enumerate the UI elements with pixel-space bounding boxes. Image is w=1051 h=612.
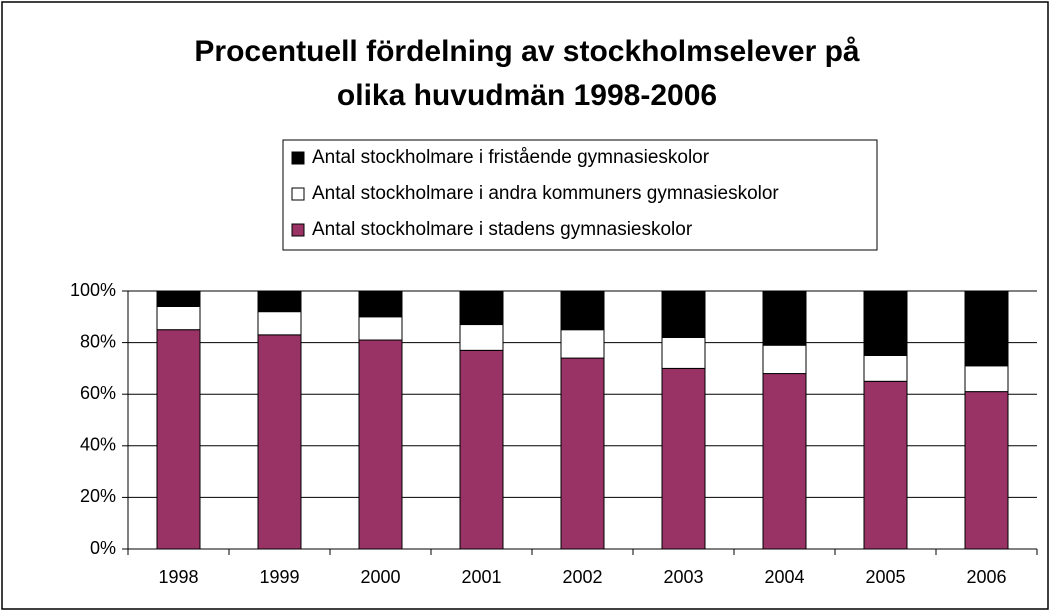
bar-segment [863, 355, 908, 382]
y-tick-label: 20% [80, 486, 116, 506]
bar-segment [661, 367, 706, 550]
bar-segment [964, 391, 1009, 550]
legend-swatch [291, 187, 305, 201]
x-tick-label: 2001 [461, 567, 501, 587]
legend-swatch [291, 223, 305, 237]
x-tick-label: 2004 [764, 567, 804, 587]
x-tick-label: 2006 [966, 567, 1006, 587]
bar-segment [459, 324, 504, 351]
y-tick-label: 60% [80, 383, 116, 403]
bar-segment [257, 311, 302, 336]
bar-segment [459, 349, 504, 550]
bar-segment [358, 290, 403, 318]
legend-swatch [291, 151, 305, 165]
y-tick-label: 80% [80, 331, 116, 351]
chart-title: Procentuell fördelning av stockholmselev… [194, 35, 860, 68]
y-tick-label: 40% [80, 435, 116, 455]
bar-segment [863, 290, 908, 356]
bar-segment [459, 290, 504, 326]
bar-segment [661, 336, 706, 369]
bar-segment [257, 334, 302, 550]
bar-segment [762, 290, 807, 346]
y-tick-label: 0% [90, 538, 116, 558]
y-tick-label: 100% [70, 280, 116, 300]
bar-segment [358, 339, 403, 550]
bar-segment [661, 290, 706, 338]
bar-segment [560, 290, 605, 331]
legend-label: Antal stockholmare i fristående gymnasie… [312, 147, 710, 168]
legend-label: Antal stockholmare i stadens gymnasiesko… [312, 219, 693, 240]
bar-segment [964, 290, 1009, 367]
legend-box [282, 139, 878, 251]
bar-segment [560, 357, 605, 550]
bar-segment [156, 329, 201, 550]
x-tick-label: 2002 [562, 567, 602, 587]
bar-segment [560, 329, 605, 359]
x-tick-label: 2003 [663, 567, 703, 587]
bar-segment [762, 344, 807, 375]
bar-segment [863, 380, 908, 550]
bar-segment [358, 316, 403, 341]
x-tick-label: 2005 [865, 567, 905, 587]
x-tick-label: 2000 [360, 567, 400, 587]
bar-segment [257, 290, 302, 313]
x-tick-label: 1999 [259, 567, 299, 587]
chart-title: olika huvudmän 1998-2006 [337, 79, 717, 112]
bar-segment [964, 365, 1009, 393]
bar-segment [156, 290, 201, 307]
x-tick-label: 1998 [158, 567, 198, 587]
legend-label: Antal stockholmare i andra kommuners gym… [312, 183, 779, 204]
bar-segment [762, 373, 807, 550]
bar-segment [156, 305, 201, 331]
